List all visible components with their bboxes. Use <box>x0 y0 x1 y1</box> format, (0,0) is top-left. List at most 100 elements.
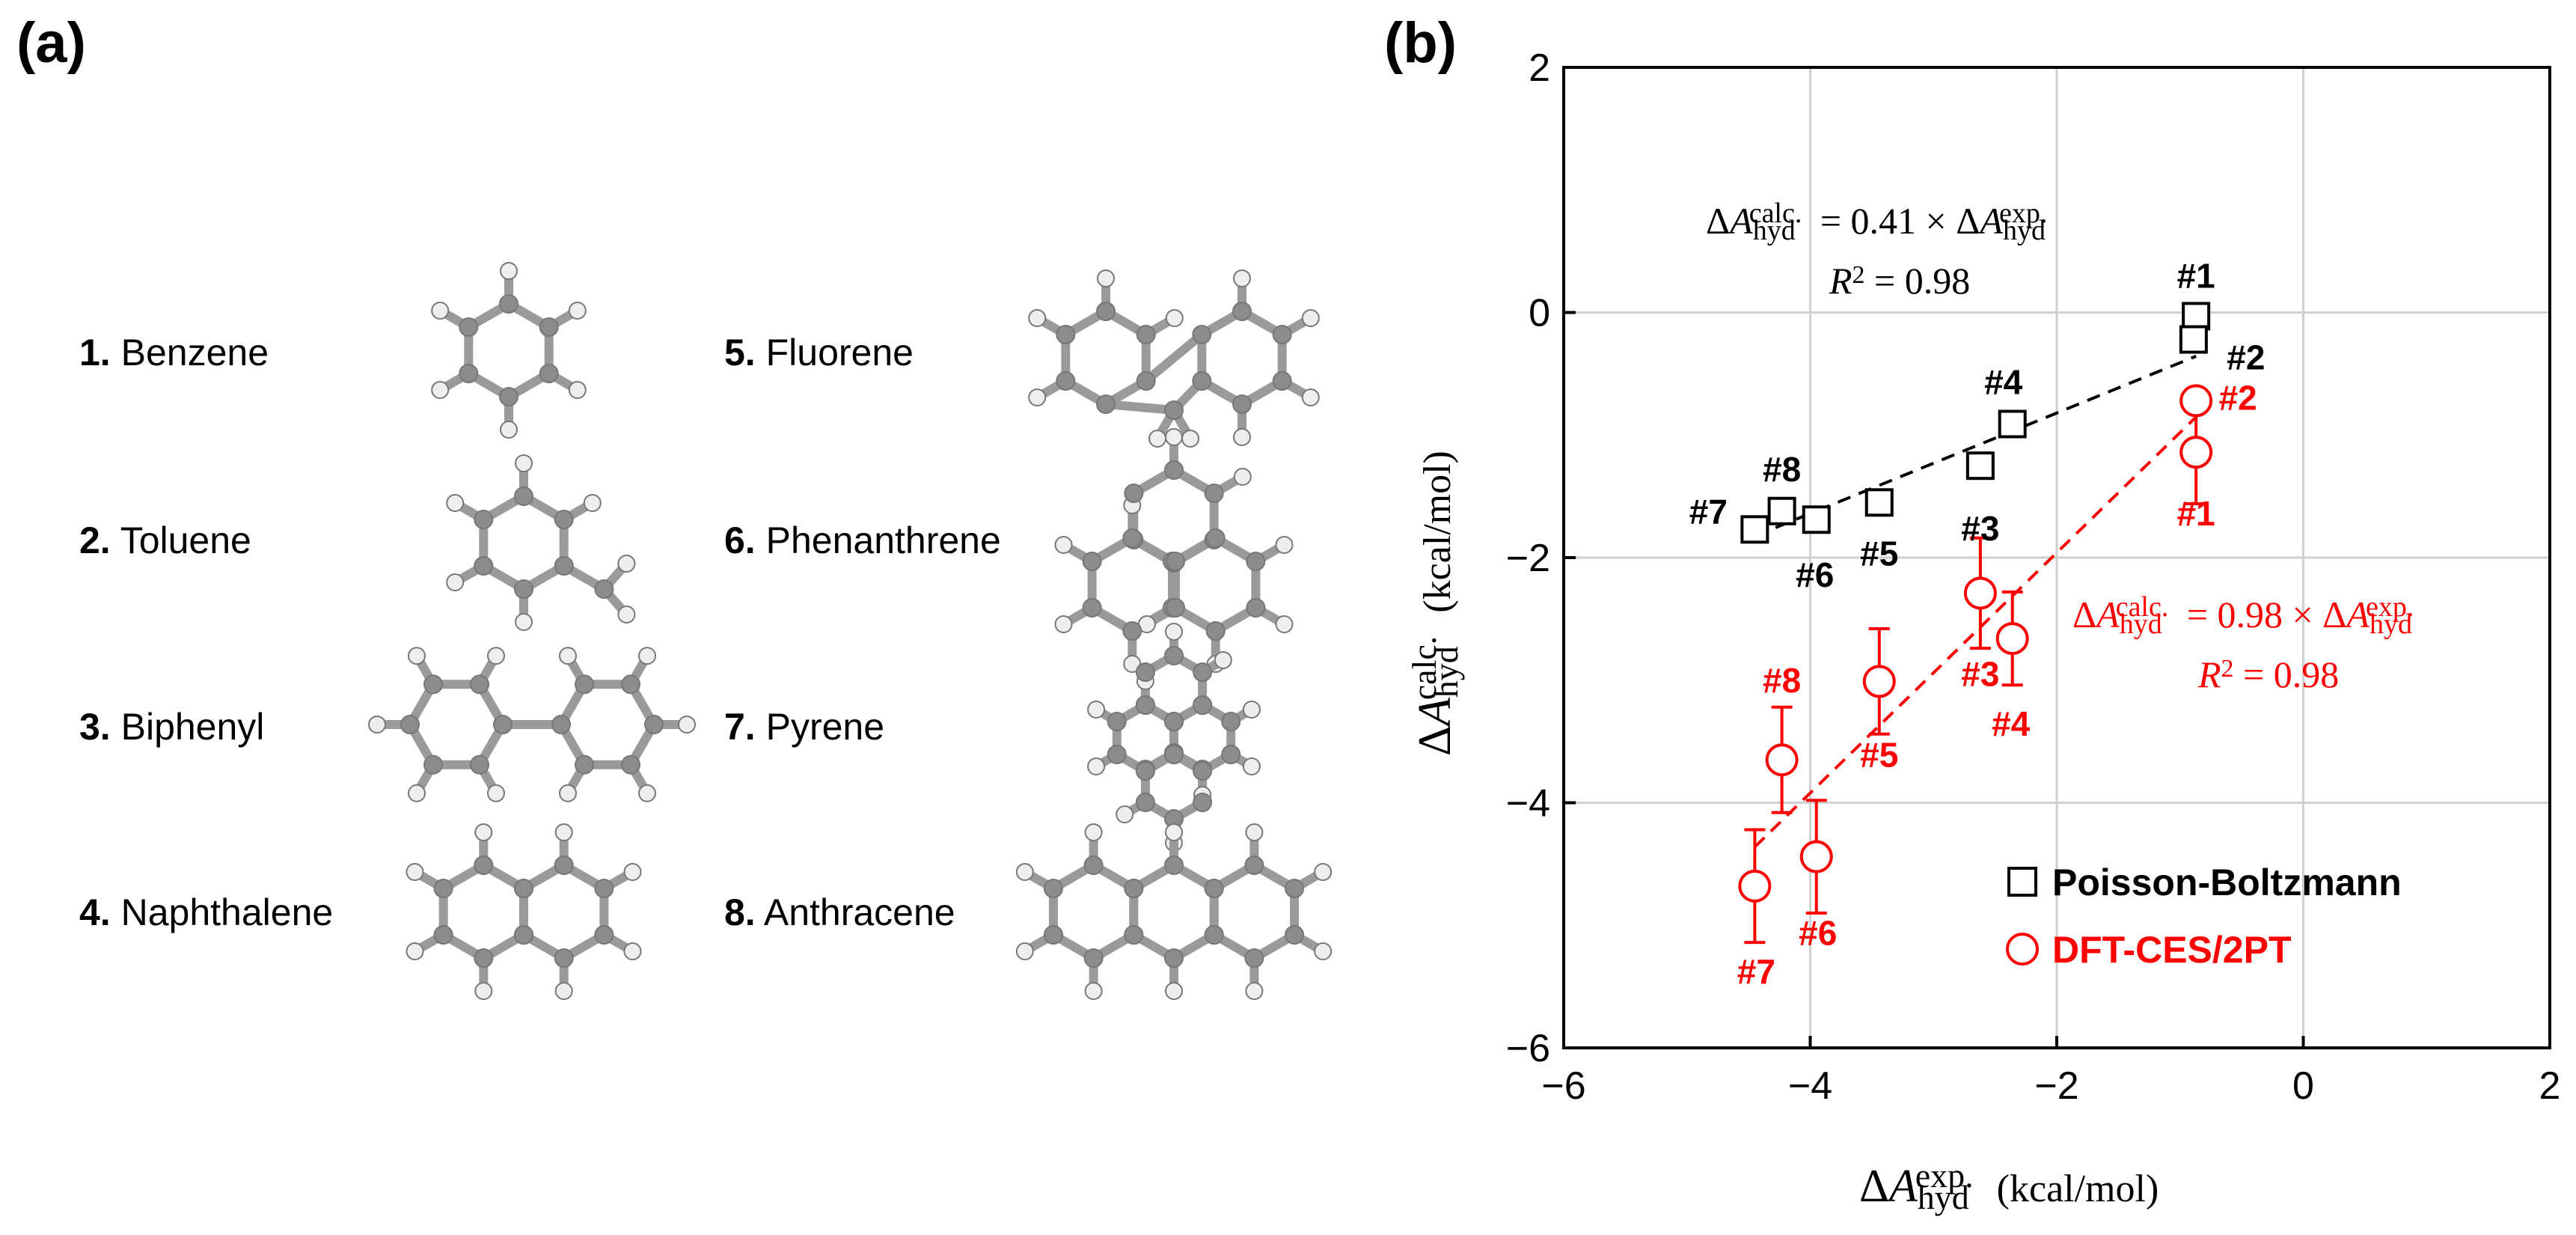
carbon-atom <box>1122 621 1142 641</box>
point-label: #6 <box>1799 914 1837 953</box>
carbon-atom <box>1205 528 1226 548</box>
carbon-atom <box>1164 400 1184 420</box>
carbon-atom <box>554 856 574 875</box>
hydrogen-atom <box>617 555 636 573</box>
carbon-atom <box>1244 948 1264 968</box>
hydrogen-atom <box>1214 651 1232 669</box>
carbon-atom <box>1204 925 1224 945</box>
molecule-structures <box>368 262 1333 1000</box>
legend: Poisson-Boltzmann DFT-CES/2PT <box>2006 862 2402 971</box>
carbon-atom <box>459 364 479 383</box>
hydrogen-atom <box>431 381 450 399</box>
hydrogen-atom <box>1275 536 1294 554</box>
carbon-atom <box>474 556 494 576</box>
carbon-atom <box>1107 745 1127 764</box>
hydrogen-atom <box>1242 701 1261 719</box>
hydrogen-atom <box>368 716 386 734</box>
hydrogen-atom <box>1181 430 1199 448</box>
point-label: #3 <box>1961 509 1999 548</box>
carbon-atom <box>1107 712 1127 731</box>
carbon-atom <box>433 879 453 898</box>
hydrogen-atom <box>1087 701 1106 719</box>
carbon-atom <box>474 948 494 968</box>
fluorene-structure <box>1028 269 1320 448</box>
carbon-atom <box>1122 528 1142 548</box>
x-tick-label: −2 <box>2034 1064 2078 1108</box>
point-label: #8 <box>1763 661 1801 700</box>
legend-marker-square <box>2007 867 2037 897</box>
carbon-atom <box>1135 761 1155 781</box>
x-tick-label: −4 <box>1788 1064 1832 1108</box>
point-label: #5 <box>1860 735 1898 774</box>
carbon-atom <box>594 879 614 898</box>
carbon-atom <box>1232 302 1252 321</box>
fit-line-dft <box>1753 415 2197 849</box>
y-tick-label: 2 <box>1529 46 1550 90</box>
hydrogen-atom <box>1054 615 1073 633</box>
hydrogen-atom <box>559 647 577 665</box>
hydrogen-atom <box>408 784 426 802</box>
hydrogen-atom <box>1087 757 1106 775</box>
hydrogen-atom <box>638 784 656 802</box>
carbon-atom <box>621 674 640 695</box>
carbon-atom <box>499 387 518 406</box>
hydrogen-atom <box>1275 615 1294 633</box>
carbon-atom <box>1135 793 1155 812</box>
toluene-structure <box>446 454 636 631</box>
carbon-atom <box>1083 856 1104 875</box>
carbon-atom <box>644 715 664 734</box>
carbon-atom <box>1164 948 1184 968</box>
pb-point <box>2182 302 2211 331</box>
hydrogen-atom <box>1165 428 1183 446</box>
molecule-label-5: 5. Fluorene <box>724 332 914 373</box>
carbon-atom <box>1056 325 1076 344</box>
hydrogen-atom <box>554 982 573 1000</box>
hydrogen-atom <box>500 421 518 439</box>
carbon-atom <box>1193 662 1213 682</box>
y-tick-label: −6 <box>1506 1027 1550 1070</box>
carbon-atom <box>1204 879 1224 898</box>
carbon-atom <box>1083 948 1104 968</box>
carbon-atom <box>1056 371 1076 391</box>
pyrene-structure <box>1087 623 1261 852</box>
pb-point <box>1802 505 1831 534</box>
x-axis-title: ΔAhydexp. (kcal/mol) <box>1859 1156 2159 1216</box>
y-tick-label: 0 <box>1529 292 1550 335</box>
hydrogen-atom <box>1233 428 1251 446</box>
y-tick-label: −4 <box>1506 782 1550 826</box>
carbon-atom <box>1043 879 1063 898</box>
hydrogen-atom <box>1028 388 1047 406</box>
dft-point <box>1738 869 1772 903</box>
legend-label-dft: DFT-CES/2PT <box>2052 929 2291 971</box>
hydrogen-atom <box>1165 823 1183 841</box>
point-label: #4 <box>1992 704 2031 743</box>
hydrogen-atom <box>406 863 424 881</box>
dft-point <box>1995 622 2029 656</box>
hydrogen-atom <box>487 647 505 665</box>
grid-lines <box>1564 67 2550 1048</box>
pb-point <box>1965 451 1995 481</box>
hydrogen-atom <box>446 494 465 512</box>
hydrogen-atom <box>474 982 493 1000</box>
carbon-atom <box>1136 325 1156 344</box>
dft-r2: R2 = 0.98 <box>2197 653 2339 695</box>
carbon-atom <box>1096 302 1116 321</box>
carbon-atom <box>554 510 574 529</box>
carbon-atom <box>470 754 489 775</box>
point-label: #3 <box>1961 654 1999 693</box>
carbon-atom <box>514 925 533 945</box>
legend-marker-circle <box>2006 933 2039 966</box>
carbon-atom <box>1164 856 1184 875</box>
hydrogen-atom <box>1242 757 1261 775</box>
carbon-atom <box>1272 371 1292 391</box>
hydrogen-atom <box>1084 982 1103 1000</box>
pb-point <box>1740 515 1769 544</box>
hydrogen-atom <box>446 573 465 591</box>
carbon-atom <box>1136 371 1156 391</box>
hydrogen-atom <box>1084 823 1103 841</box>
x-tick-label: 0 <box>2292 1064 2314 1108</box>
point-label: #7 <box>1737 952 1775 991</box>
hydrogen-atom <box>554 823 573 841</box>
pb-point <box>2179 325 2208 354</box>
hydrogen-atom <box>1301 309 1320 327</box>
